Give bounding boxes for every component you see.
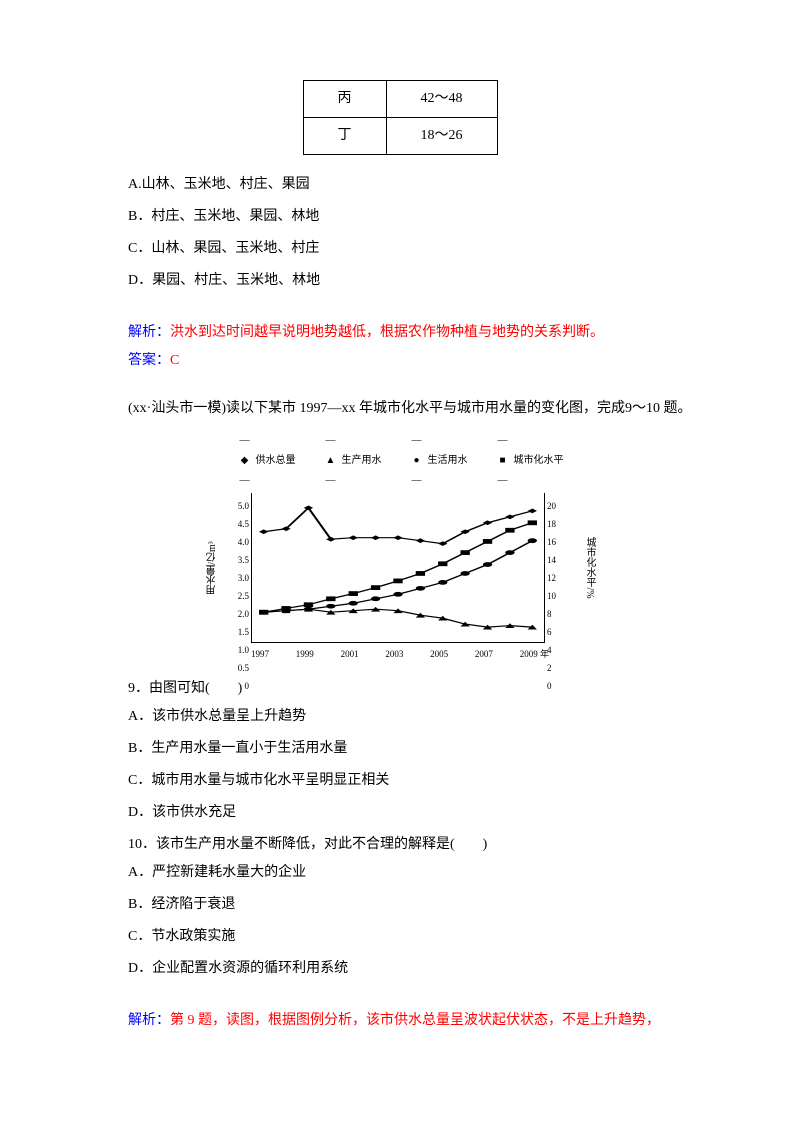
data-table: 丙 42～48 丁 18～26 (303, 80, 498, 155)
analysis-label: 解析： (128, 325, 170, 340)
q9-option-d: D．该市供水充足 (128, 799, 700, 827)
q8-option-b: B．村庄、玉米地、果园、林地 (128, 203, 700, 231)
legend-urban: —■—城市化水平 (495, 431, 564, 491)
legend-life: —●—生活用水 (409, 431, 468, 491)
answer-label: 答案： (128, 353, 170, 368)
q8-answer: 答案：C (100, 347, 700, 375)
chart-legend: —◆—供水总量 —▲—生产用水 —●—生活用水 —■—城市化水平 (215, 431, 585, 491)
q8-option-c: C．山林、果园、玉米地、村庄 (128, 235, 700, 263)
section-intro: (xx·汕头市一模)读以下某市 1997—xx 年城市化水平与城市用水量的变化图… (100, 395, 700, 423)
cell-label: 丙 (303, 81, 386, 118)
q9-option-b: B．生产用水量一直小于生活用水量 (128, 735, 700, 763)
y-label-right: 城市化水平/% (579, 537, 599, 598)
y-left-ticks: 5.0 4.5 4.0 3.5 3.0 2.5 2.0 1.5 1.0 0.5 … (238, 497, 249, 625)
q9-option-a: A．该市供水总量呈上升趋势 (128, 703, 700, 731)
y-axis-left: 用水量/亿m³ 5.0 4.5 4.0 3.5 3.0 2.5 2.0 1.5 … (215, 493, 251, 643)
q10-option-b: B．经济陷于衰退 (128, 891, 700, 919)
q10-stem: 10．该市生产用水量不断降低，对此不合理的解释是( ) (100, 831, 700, 859)
cell-value: 18～26 (386, 118, 497, 155)
q10-option-c: C．节水政策实施 (128, 923, 700, 951)
q8-option-d: D．果园、村庄、玉米地、林地 (128, 267, 700, 295)
chart-plot (251, 493, 545, 643)
q8-analysis: 解析：洪水到达时间越早说明地势越低，根据农作物种植与地势的关系判断。 (100, 319, 700, 347)
legend-prod: —▲—生产用水 (323, 431, 382, 491)
q10-option-d: D．企业配置水资源的循环利用系统 (128, 955, 700, 983)
legend-supply: —◆—供水总量 (237, 431, 296, 491)
table-row: 丁 18～26 (303, 118, 497, 155)
analysis-text: 洪水到达时间越早说明地势越低，根据农作物种植与地势的关系判断。 (170, 325, 604, 340)
x-axis: 1997 1999 2001 2003 2005 2007 2009 年 (215, 645, 585, 663)
q10-option-a: A．严控新建耗水量大的企业 (128, 859, 700, 887)
q9-option-c: C．城市用水量与城市化水平呈明显正相关 (128, 767, 700, 795)
y-right-ticks: 20 18 16 14 12 10 8 6 4 2 0 (547, 497, 556, 625)
table-row: 丙 42～48 (303, 81, 497, 118)
chart-body: 用水量/亿m³ 5.0 4.5 4.0 3.5 3.0 2.5 2.0 1.5 … (215, 493, 585, 643)
cell-label: 丁 (303, 118, 386, 155)
y-axis-right: 20 18 16 14 12 10 8 6 4 2 0 城市化水平/% (545, 493, 585, 643)
answer-text: C (170, 353, 179, 368)
analysis-text: 第 9 题，读图，根据图例分析，该市供水总量呈波状起伏状态，不是上升趋势， (170, 1013, 660, 1028)
cell-value: 42～48 (386, 81, 497, 118)
q9-stem: 9．由图可知( ) (100, 675, 700, 703)
q8-option-a: A.山林、玉米地、村庄、果园 (128, 171, 700, 199)
final-analysis: 解析：第 9 题，读图，根据图例分析，该市供水总量呈波状起伏状态，不是上升趋势， (100, 1007, 700, 1035)
chart-container: —◆—供水总量 —▲—生产用水 —●—生活用水 —■—城市化水平 用水量/亿m³… (215, 431, 585, 663)
analysis-label: 解析： (128, 1013, 170, 1028)
y-label-left: 用水量/亿m³ (203, 541, 223, 595)
